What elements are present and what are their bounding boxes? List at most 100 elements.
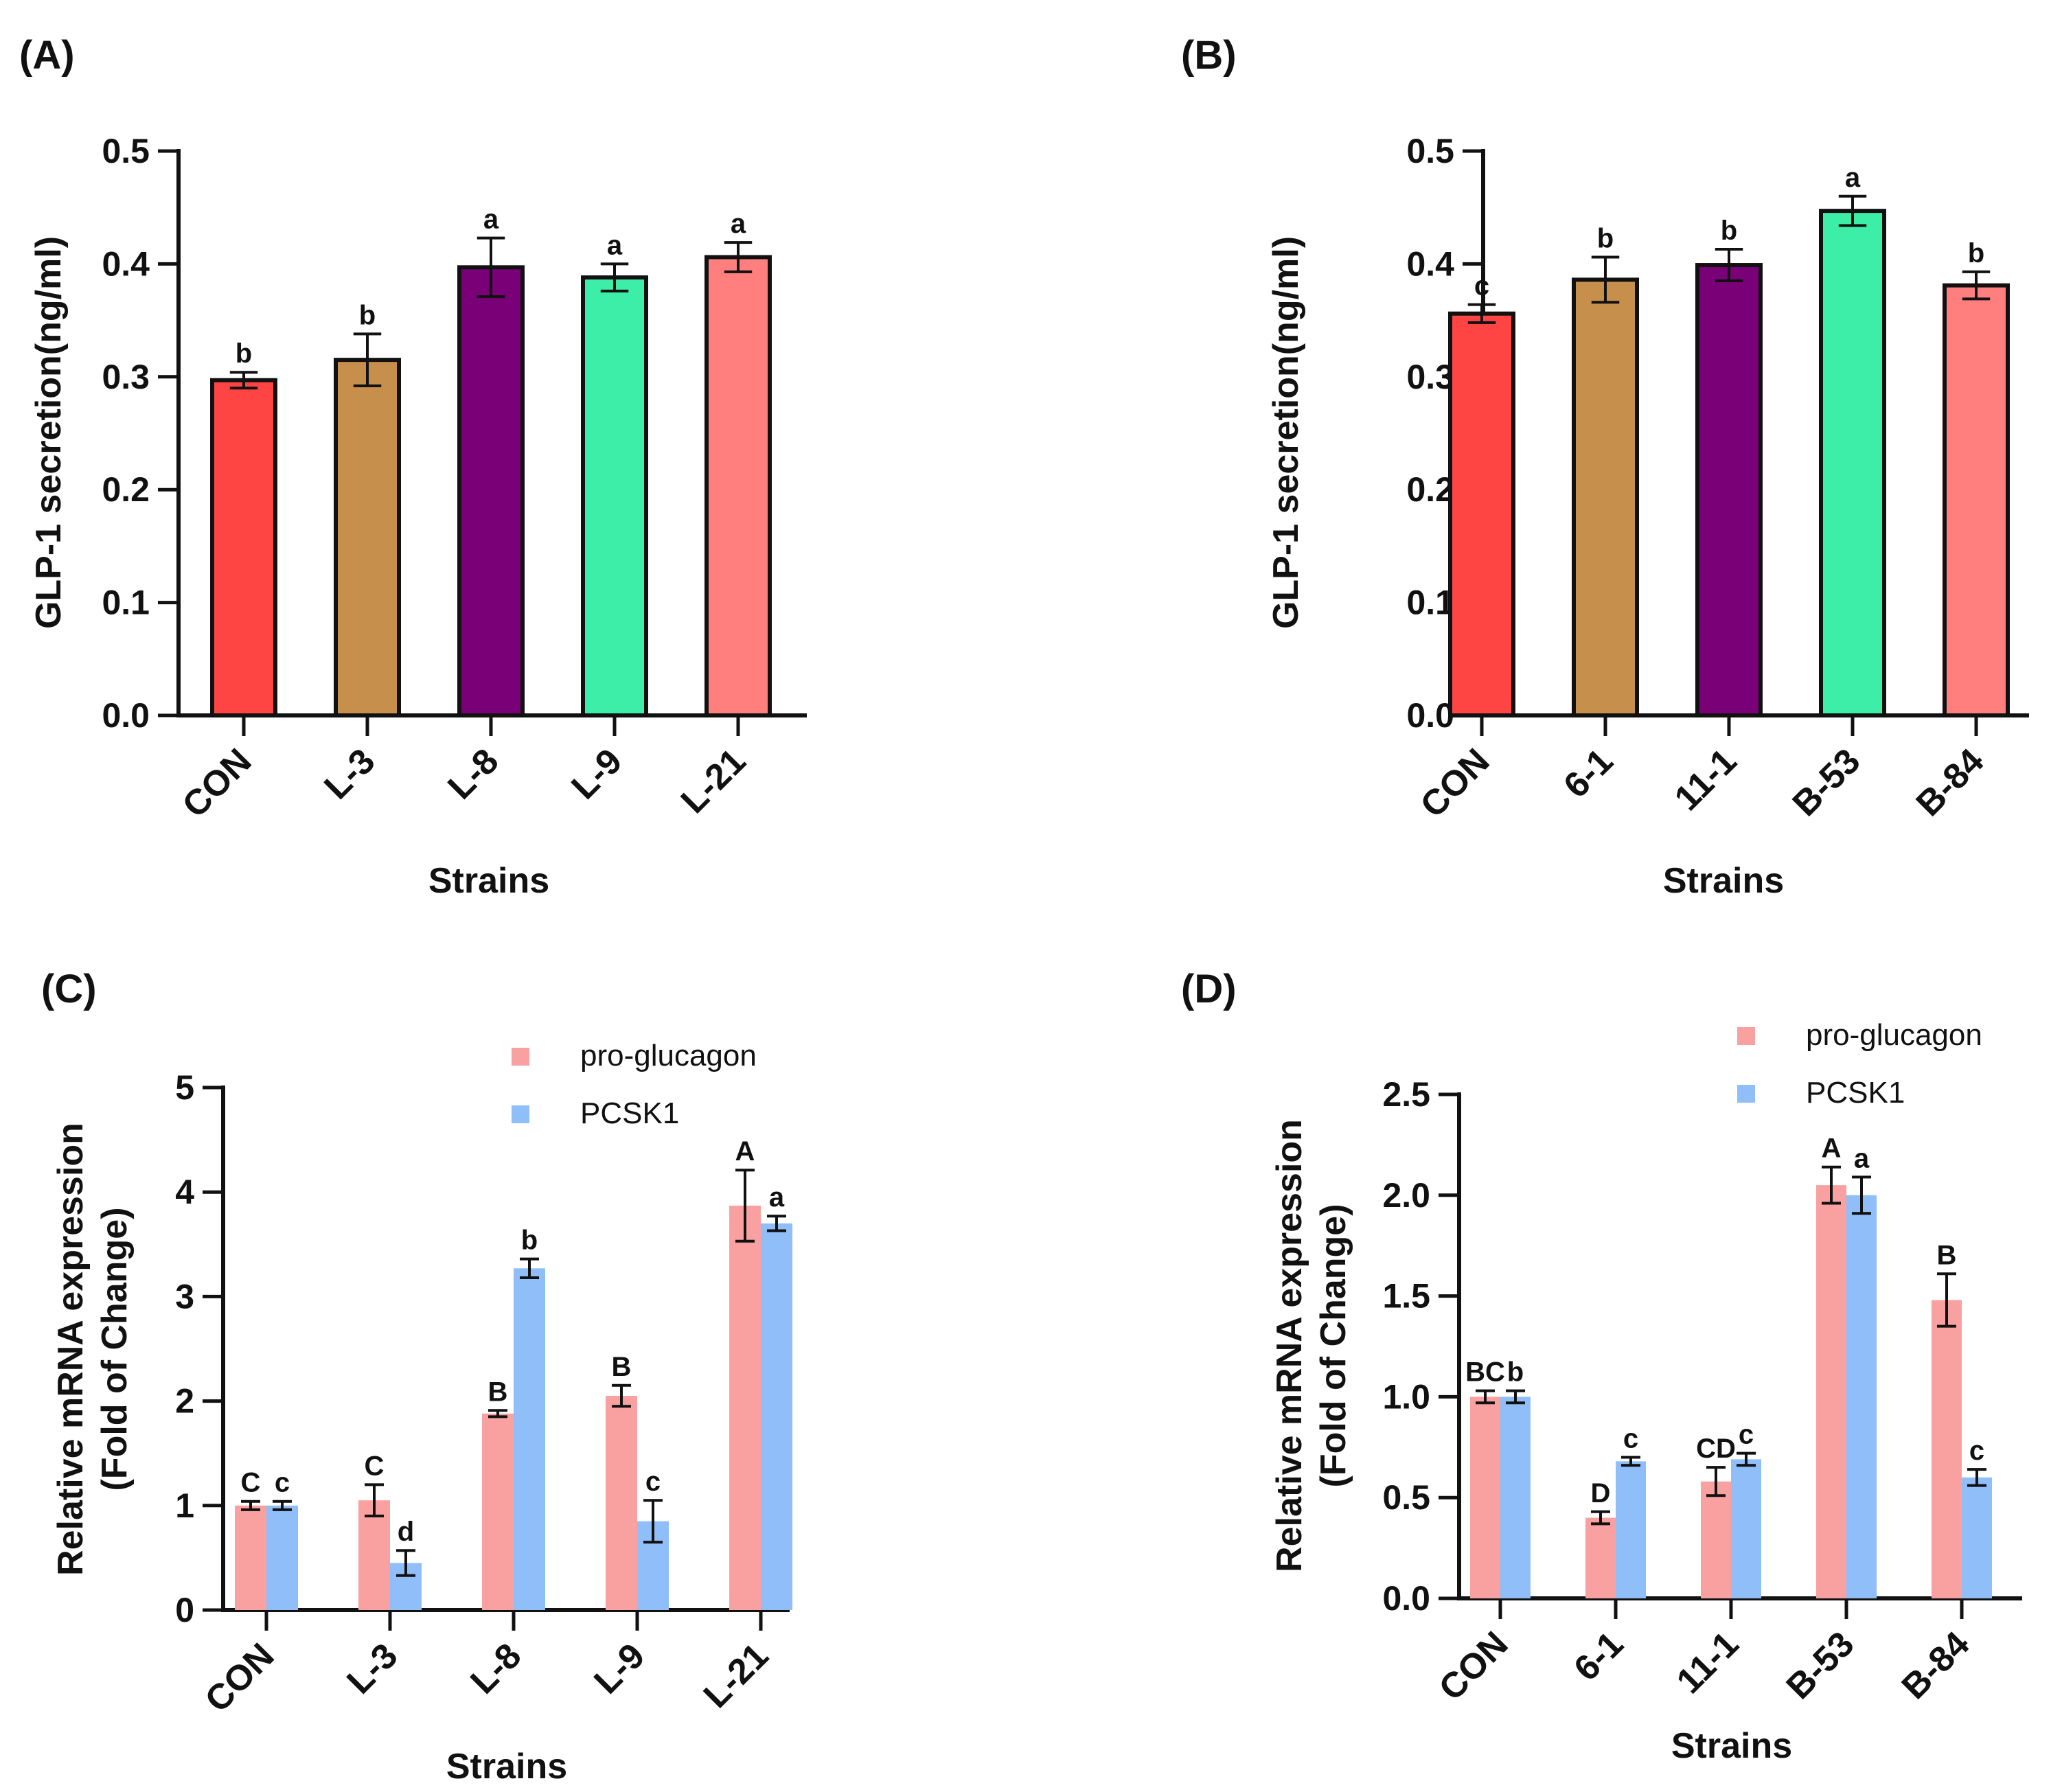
legend-label: PCSK1 xyxy=(1806,1076,1905,1110)
bar xyxy=(266,1505,298,1610)
significance-label: C xyxy=(241,1468,261,1498)
bar xyxy=(606,1395,637,1610)
y-tick-label: 2 xyxy=(175,1382,194,1421)
legend-swatch xyxy=(512,1105,529,1123)
significance-label: B xyxy=(488,1377,508,1407)
panel-label: (B) xyxy=(1181,33,1237,78)
y-axis-title-line: (Fold of Change) xyxy=(1314,1204,1353,1487)
x-tick-label: B-53 xyxy=(1785,741,1868,824)
y-axis-title: GLP-1 secretion(ng/ml) xyxy=(1266,236,1306,629)
y-axis-title: Relative mRNA expression (Fold of Change) xyxy=(1270,1119,1353,1572)
bar xyxy=(1816,1185,1846,1598)
y-tick-label: 2.5 xyxy=(1382,1075,1430,1114)
y-axis-title-line: Relative mRNA expression xyxy=(1270,1119,1309,1572)
significance-label: c xyxy=(1474,271,1489,301)
legend-swatch xyxy=(1737,1085,1755,1103)
x-tick-label: L-8 xyxy=(463,1635,529,1701)
x-tick-label: 6-1 xyxy=(1556,741,1620,805)
bar xyxy=(482,1413,514,1610)
bar xyxy=(514,1268,545,1610)
x-axis-title: Strains xyxy=(1663,861,1784,901)
bar xyxy=(1819,209,1886,717)
x-tick-label: L-3 xyxy=(339,1635,405,1701)
significance-label: b xyxy=(359,300,376,330)
legend-swatch xyxy=(1737,1027,1755,1045)
significance-label: c xyxy=(275,1468,290,1498)
x-axis-title: Strains xyxy=(446,1747,567,1787)
panel-label: (C) xyxy=(41,967,97,1011)
y-tick-label: 1 xyxy=(175,1486,194,1525)
significance-label: c xyxy=(1623,1423,1638,1454)
significance-label: A xyxy=(1822,1134,1842,1164)
x-axis-title: Strains xyxy=(428,861,549,901)
y-tick-label: 3 xyxy=(175,1277,194,1316)
bar xyxy=(1962,1477,1992,1598)
y-tick-label: 0.0 xyxy=(1406,696,1454,735)
y-tick-label: 0.0 xyxy=(102,696,150,735)
significance-label: a xyxy=(607,230,623,260)
x-tick-label: L-3 xyxy=(317,741,382,807)
chart-panel-c: (C) 0 1 2 3 4 5 CON L-3 L-8 L-9 L-21 C C B B Ac d b c a pro-g… xyxy=(41,967,792,1787)
y-tick-label: 1.0 xyxy=(1382,1377,1430,1416)
bar xyxy=(457,265,525,718)
y-tick-label: 0 xyxy=(175,1591,194,1629)
y-tick-label: 0.3 xyxy=(102,358,150,396)
x-tick-label: L-9 xyxy=(586,1635,652,1701)
y-tick-label: 1.5 xyxy=(1382,1277,1430,1316)
x-tick-label: B-53 xyxy=(1779,1624,1862,1707)
significance-label: a xyxy=(483,205,499,235)
significance-label: A xyxy=(735,1136,755,1167)
x-tick-label: L-8 xyxy=(440,741,506,807)
y-tick-label: 0.5 xyxy=(1406,132,1454,170)
bar xyxy=(334,358,401,717)
panel-label: (A) xyxy=(19,33,75,78)
significance-label: a xyxy=(769,1182,785,1213)
significance-label: d xyxy=(398,1517,414,1547)
y-tick-label: 0.5 xyxy=(1382,1478,1430,1517)
significance-label: C xyxy=(365,1451,385,1481)
legend-label: pro-glucagon xyxy=(580,1039,757,1072)
significance-label: b xyxy=(1597,224,1614,254)
bar xyxy=(1701,1481,1731,1598)
bar xyxy=(1500,1397,1531,1598)
significance-label: c xyxy=(1739,1420,1754,1450)
significance-label: c xyxy=(1969,1436,1984,1466)
y-axis-title: Relative mRNA expression (Fold of Change) xyxy=(51,1123,135,1576)
x-tick-label: 11-1 xyxy=(1667,741,1745,818)
significance-label: b xyxy=(1721,216,1737,246)
bar xyxy=(1585,1517,1616,1598)
y-axis-title-line: Relative mRNA expression xyxy=(51,1123,91,1576)
y-tick-label: 0.2 xyxy=(1406,470,1454,509)
bar xyxy=(1616,1461,1646,1598)
significance-label: c xyxy=(645,1467,661,1497)
bar xyxy=(704,255,772,717)
x-tick-label: 11-1 xyxy=(1669,1624,1747,1701)
significance-label: b xyxy=(521,1226,538,1256)
significance-label: D xyxy=(1591,1478,1611,1508)
bar xyxy=(1572,277,1639,717)
significance-label: b xyxy=(1968,238,1984,268)
x-tick-label: CON xyxy=(1432,1624,1516,1708)
legend-label: pro-glucagon xyxy=(1806,1018,1982,1052)
bar xyxy=(1932,1300,1962,1598)
y-tick-label: 0.4 xyxy=(102,244,150,283)
bar xyxy=(210,378,277,717)
significance-label: B xyxy=(612,1352,632,1382)
significance-label: a xyxy=(731,209,746,239)
bar xyxy=(581,275,648,717)
y-axis-title-line: (Fold of Change) xyxy=(95,1207,135,1491)
y-axis-title: GLP-1 secretion(ng/ml) xyxy=(29,236,69,629)
x-tick-label: L-9 xyxy=(564,741,630,807)
x-tick-label: L-21 xyxy=(696,1635,777,1716)
significance-label: b xyxy=(236,338,252,369)
bar xyxy=(1695,263,1763,717)
x-axis-title: Strains xyxy=(1671,1726,1792,1766)
legend-label: PCSK1 xyxy=(580,1096,679,1130)
y-tick-label: 0.4 xyxy=(1406,244,1454,283)
x-tick-label: CON xyxy=(1413,741,1498,825)
y-tick-label: 2.0 xyxy=(1382,1176,1430,1215)
y-tick-label: 0.0 xyxy=(1382,1579,1430,1618)
x-tick-label: 6-1 xyxy=(1566,1624,1631,1688)
panel-label: (D) xyxy=(1181,967,1237,1011)
